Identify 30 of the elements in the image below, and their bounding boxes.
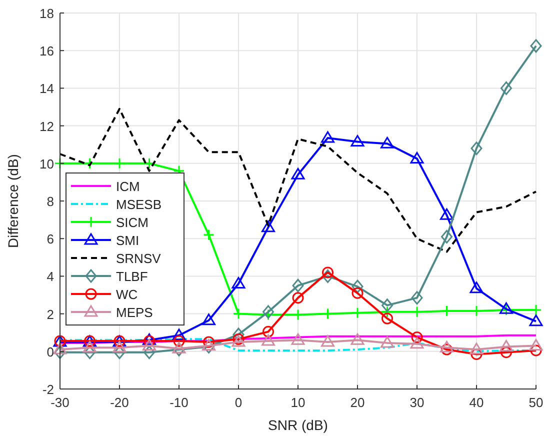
y-tick-label: -2 — [42, 382, 54, 397]
legend-label: SRNSV — [116, 251, 162, 266]
x-tick-label: 50 — [528, 395, 544, 410]
x-tick-label: 10 — [290, 395, 306, 410]
legend-label: MEPS — [116, 305, 154, 320]
legend-label: ICM — [116, 179, 140, 194]
x-tick-label: -30 — [50, 395, 70, 410]
x-tick-label: 20 — [350, 395, 365, 410]
x-axis-title: SNR (dB) — [268, 417, 328, 433]
legend-label: WC — [116, 287, 138, 302]
y-tick-label: 6 — [46, 232, 54, 247]
y-tick-label: 18 — [40, 6, 54, 21]
x-tick-label: -20 — [110, 395, 129, 410]
legend-label: SMI — [116, 233, 140, 248]
y-axis-title: Difference (dB) — [5, 154, 21, 248]
x-tick-label: 40 — [469, 395, 484, 410]
x-tick-label: -10 — [170, 395, 188, 410]
x-tick-label: 30 — [410, 395, 424, 410]
y-tick-label: 4 — [46, 269, 54, 284]
y-tick-label: 0 — [46, 344, 54, 360]
x-tick-label: 0 — [234, 395, 242, 410]
legend-label: TLBF — [116, 269, 148, 284]
y-tick-label: 2 — [46, 306, 54, 322]
y-tick-label: 10 — [40, 156, 54, 172]
y-tick-label: 12 — [40, 118, 54, 134]
legend-label: SICM — [116, 215, 148, 230]
legend-label: MSESB — [116, 197, 162, 212]
y-tick-label: 14 — [40, 81, 54, 96]
y-tick-label: 16 — [40, 44, 54, 59]
y-tick-label: 8 — [46, 194, 54, 209]
